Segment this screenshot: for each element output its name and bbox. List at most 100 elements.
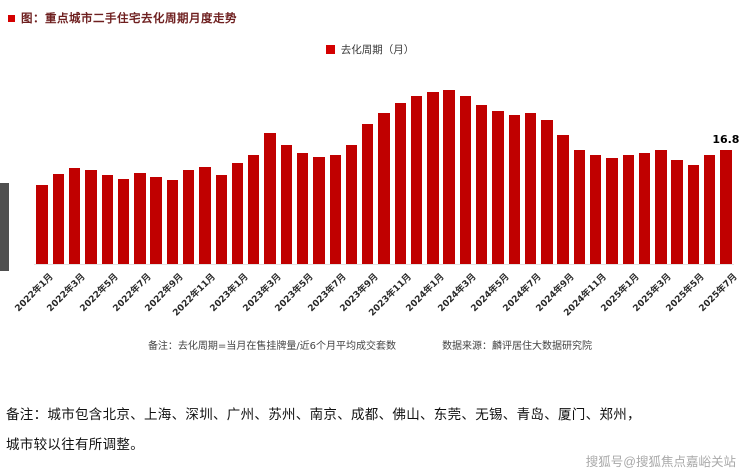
bar-slot [571,75,587,264]
bar [199,167,211,264]
bar [329,154,341,264]
bar-slot [392,75,408,264]
bar-slot [669,75,685,264]
bar [459,95,472,264]
bar-slot [588,75,604,264]
bottom-note: 备注：城市包含北京、上海、深圳、广州、苏州、南京、成都、佛山、东莞、无锡、青岛、… [6,400,641,459]
bar-slot [685,75,701,264]
bar-slot [213,75,229,264]
bar-slot [67,75,83,264]
bar [720,150,732,264]
bar [638,152,651,264]
legend-label: 去化周期（月） [340,44,415,56]
plot-area: 16.8 [34,75,739,265]
bar-slot [181,75,197,264]
bar [590,154,602,264]
bar [362,123,374,264]
bar-slot [636,75,652,264]
bar-slot [99,75,115,264]
bar-slot [441,75,457,264]
bar-slot [604,75,620,264]
bar [524,113,537,264]
bar [345,145,358,264]
watermark: 搜狐号@搜狐焦点嘉峪关站 [585,455,736,469]
bar-slot [148,75,164,264]
bar-slot [360,75,376,264]
bar-slot [620,75,636,264]
bar [655,150,667,264]
bar-value-label: 16.8 [712,133,740,146]
bar [36,184,48,264]
bar [492,110,504,264]
bar-slot [278,75,294,264]
bar [671,160,683,264]
bar [443,90,455,264]
bar [394,103,407,264]
bar [296,152,309,264]
bar [557,135,569,264]
bottom-note-line2: 城市较以往有所调整。 [6,436,144,452]
legend-swatch-icon [325,45,335,54]
chart-header: 图：重点城市二手住宅去化周期月度走势 [0,0,740,26]
footnote-note: 备注：去化周期=当月在售挂牌量/近6个月平均成交套数 [147,341,397,352]
bottom-note-line1: 备注：城市包含北京、上海、深圳、广州、苏州、南京、成都、佛山、东莞、无锡、青岛、… [6,407,641,422]
title-bullet-icon [8,14,15,22]
bar [134,173,146,264]
bar [476,105,488,264]
bar-slot [490,75,506,264]
bar [248,154,260,264]
bar-slot [295,75,311,264]
bar [150,176,162,264]
bar [117,179,130,264]
x-axis-labels: 2022年1月 2022年3月 2022年5月 2022年7月 2022年9月 2022年… [13,265,739,329]
bar-slot [425,75,441,264]
bar-slot [327,75,343,264]
chart-title: 图：重点城市二手住宅去化周期月度走势 [21,11,237,25]
bar-slot [653,75,669,264]
bar [231,162,244,264]
bar-slot [343,75,359,264]
bar [264,133,276,264]
bar [622,154,634,264]
bar [687,164,700,264]
bar [85,170,97,264]
bar-slot [83,75,99,264]
bar [52,173,65,264]
bar [378,113,390,264]
bar-slot [229,75,245,264]
scrollbar-thumb[interactable] [0,183,9,271]
bar [573,150,586,264]
bar-slot [34,75,50,264]
bar [410,95,423,264]
bar [313,156,325,264]
bar [69,167,81,264]
bar-slot [457,75,473,264]
bar-slot [539,75,555,264]
bar [182,169,195,264]
footnote-row: 备注：去化周期=当月在售挂牌量/近6个月平均成交套数 数据来源：麟评居住大数据研… [0,337,740,352]
bar [280,145,293,264]
bar-slot [555,75,571,264]
bar-slot [522,75,538,264]
bar-slot [376,75,392,264]
bar [606,158,618,264]
bar [101,175,113,264]
footnote-source: 数据来源：麟评居住大数据研究院 [442,341,593,352]
bar [541,120,553,264]
legend: 去化周期（月） [0,42,740,57]
bar-slot [408,75,424,264]
bar [166,179,179,264]
bar [703,154,716,264]
bar-slot [474,75,490,264]
bar-slot [262,75,278,264]
bar-slot [702,75,718,264]
plot-wrap: 16.8 2022年1月 2022年3月 2022年5月 2022年7月 2022年9月… [0,75,740,329]
bar-slot [718,75,734,264]
chart-card: 图：重点城市二手住宅去化周期月度走势 去化周期（月） 16.8 2022年1月 2… [0,0,740,352]
bar-slot [132,75,148,264]
bar [427,92,439,264]
bar [215,175,227,264]
bar-slot [164,75,180,264]
bar-slot [246,75,262,264]
